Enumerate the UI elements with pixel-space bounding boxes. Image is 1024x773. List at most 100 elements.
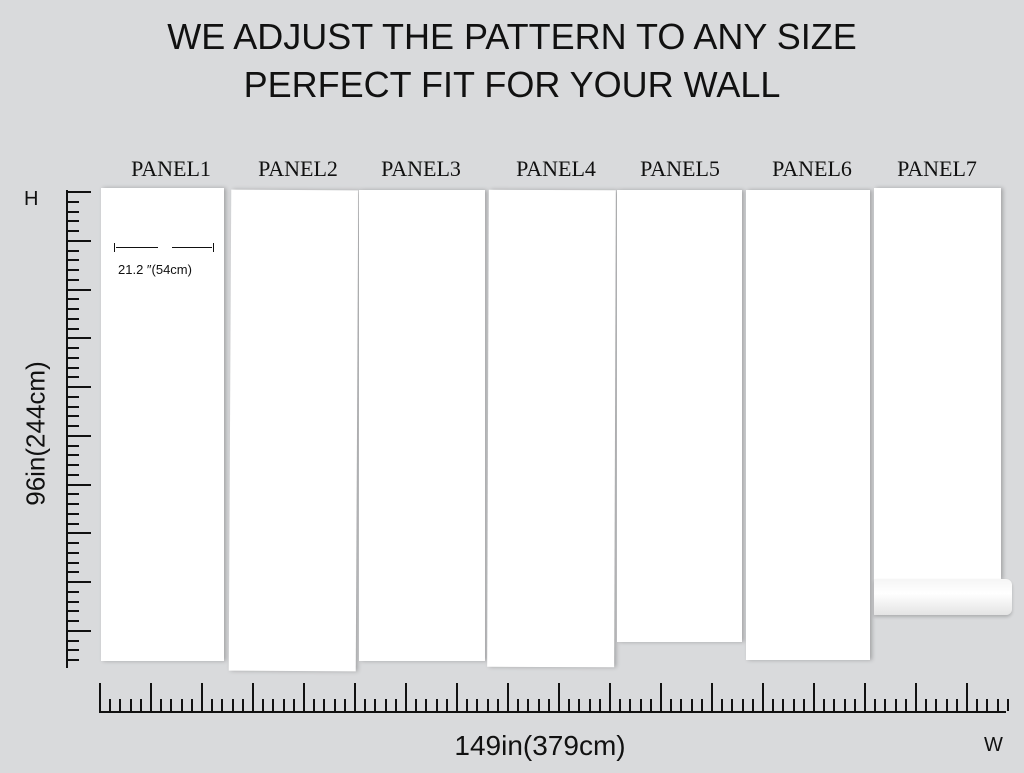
ruler-tick bbox=[170, 699, 173, 711]
ruler-tick bbox=[66, 269, 79, 271]
ruler-tick bbox=[864, 683, 866, 711]
panel-label-7: PANEL7 bbox=[897, 156, 977, 181]
ruler-tick bbox=[252, 683, 254, 711]
ruler-tick bbox=[558, 683, 560, 711]
ruler-tick bbox=[66, 239, 91, 242]
ruler-tick bbox=[66, 571, 79, 574]
ruler-tick bbox=[66, 337, 91, 340]
ruler-tick bbox=[66, 473, 79, 476]
panel-2 bbox=[228, 189, 359, 672]
ruler-tick bbox=[180, 699, 183, 711]
ruler-tick bbox=[762, 683, 764, 711]
ruler-tick bbox=[782, 699, 785, 711]
ruler-tick bbox=[813, 683, 815, 711]
panel-5 bbox=[617, 190, 742, 642]
wallpaper-roll bbox=[874, 579, 1012, 615]
ruler-tick bbox=[66, 395, 79, 398]
ruler-tick bbox=[874, 699, 877, 711]
ruler-tick bbox=[966, 683, 968, 711]
ruler-tick bbox=[313, 699, 316, 711]
ruler-tick bbox=[639, 699, 642, 711]
ruler-tick bbox=[823, 699, 826, 711]
ruler-tick bbox=[66, 483, 91, 486]
ruler-tick bbox=[833, 699, 836, 711]
ruler-tick bbox=[66, 620, 79, 622]
ruler-tick bbox=[323, 699, 326, 711]
ruler-tick bbox=[66, 356, 79, 359]
ruler-tick bbox=[66, 493, 79, 496]
ruler-tick bbox=[66, 649, 79, 652]
ruler-tick bbox=[986, 699, 989, 711]
ruler-tick bbox=[711, 683, 713, 711]
ruler-tick bbox=[99, 683, 101, 711]
width-marker: W bbox=[984, 734, 1003, 756]
ruler-tick bbox=[160, 699, 163, 711]
ruler-tick bbox=[486, 699, 489, 711]
ruler-tick bbox=[66, 298, 79, 301]
ruler-tick bbox=[221, 699, 224, 711]
ruler-tick bbox=[792, 699, 795, 711]
panel-4 bbox=[487, 189, 616, 668]
ruler-tick bbox=[211, 699, 214, 711]
ruler-tick bbox=[231, 699, 234, 711]
ruler-tick bbox=[456, 683, 458, 711]
panel-width-label: 21.2 ″(54cm) bbox=[118, 262, 192, 277]
ruler-tick bbox=[272, 699, 275, 711]
ruler-tick bbox=[66, 190, 68, 668]
ruler-tick bbox=[904, 699, 907, 711]
ruler-tick bbox=[721, 699, 724, 711]
ruler-tick bbox=[384, 699, 387, 711]
ruler-tick bbox=[976, 699, 979, 711]
ruler-tick bbox=[66, 405, 79, 408]
panel-1 bbox=[101, 188, 224, 661]
ruler-tick bbox=[802, 699, 805, 711]
ruler-tick bbox=[66, 386, 91, 388]
ruler-tick bbox=[670, 699, 673, 711]
panel-label-4: PANEL4 bbox=[516, 156, 596, 181]
ruler-tick bbox=[190, 699, 193, 711]
ruler-tick bbox=[394, 699, 397, 711]
ruler-tick bbox=[619, 699, 622, 711]
ruler-tick bbox=[517, 699, 520, 711]
ruler-tick bbox=[772, 699, 775, 711]
panel-label-5: PANEL5 bbox=[640, 156, 720, 181]
width-arrow bbox=[114, 243, 214, 253]
panel-label-3: PANEL3 bbox=[381, 156, 461, 181]
ruler-tick bbox=[415, 699, 418, 711]
ruler-tick bbox=[476, 699, 479, 711]
ruler-tick bbox=[66, 327, 79, 330]
ruler-tick bbox=[66, 551, 79, 554]
panel-3 bbox=[359, 190, 485, 661]
ruler-tick bbox=[1006, 699, 1009, 711]
ruler-tick bbox=[588, 699, 591, 711]
ruler-tick bbox=[568, 699, 571, 711]
ruler-tick bbox=[66, 600, 79, 603]
ruler-tick bbox=[649, 699, 652, 711]
ruler-tick bbox=[527, 699, 530, 711]
ruler-tick bbox=[66, 590, 79, 593]
ruler-tick bbox=[996, 699, 999, 711]
ruler-tick bbox=[303, 683, 305, 711]
panel-7 bbox=[874, 188, 1001, 580]
ruler-tick bbox=[66, 639, 79, 642]
width-dimension: 149in(379cm) bbox=[454, 730, 626, 761]
ruler-tick bbox=[201, 683, 203, 711]
ruler-tick bbox=[66, 532, 91, 535]
ruler-tick bbox=[66, 347, 79, 349]
ruler-tick bbox=[466, 699, 469, 711]
ruler-tick bbox=[66, 434, 91, 437]
ruler-tick bbox=[66, 200, 79, 203]
ruler-tick bbox=[119, 699, 122, 711]
ruler-tick bbox=[66, 376, 79, 379]
headline-line-1: WE ADJUST THE PATTERN TO ANY SIZE bbox=[167, 16, 857, 57]
ruler-tick bbox=[578, 699, 581, 711]
ruler-tick bbox=[241, 699, 244, 711]
ruler-tick bbox=[496, 699, 499, 711]
ruler-tick bbox=[66, 425, 79, 427]
ruler-tick bbox=[884, 699, 887, 711]
ruler-tick bbox=[915, 683, 917, 711]
ruler-tick bbox=[66, 230, 79, 232]
ruler-tick bbox=[751, 699, 754, 711]
ruler-tick bbox=[925, 699, 928, 711]
ruler-tick bbox=[129, 699, 132, 711]
